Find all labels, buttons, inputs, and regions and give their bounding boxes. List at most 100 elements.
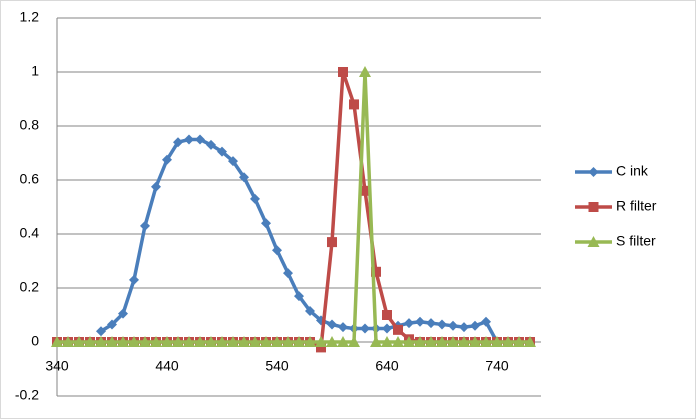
x-tick-label: 340 xyxy=(45,358,69,374)
marker xyxy=(513,336,525,347)
marker xyxy=(448,320,458,331)
marker xyxy=(480,336,492,347)
y-tick-label: 0.6 xyxy=(20,171,40,187)
marker xyxy=(436,336,448,347)
marker xyxy=(338,322,348,333)
x-tick-label: 740 xyxy=(485,358,509,374)
y-tick-label: 0.2 xyxy=(20,279,40,295)
marker xyxy=(458,336,470,347)
marker xyxy=(283,268,293,279)
marker xyxy=(227,336,239,347)
marker xyxy=(349,99,359,110)
series xyxy=(51,66,536,347)
marker xyxy=(459,322,469,333)
y-tick-label: 1 xyxy=(31,63,39,79)
marker xyxy=(129,274,139,285)
marker xyxy=(360,323,370,334)
marker xyxy=(481,316,491,327)
marker xyxy=(524,336,536,347)
legend-entry: C ink xyxy=(575,163,649,179)
marker xyxy=(95,336,107,347)
marker xyxy=(206,139,216,150)
y-tick-label: 0.8 xyxy=(20,117,40,133)
marker xyxy=(382,323,392,334)
marker xyxy=(326,336,338,347)
marker xyxy=(315,336,327,347)
marker xyxy=(337,336,349,347)
marker xyxy=(250,193,260,204)
x-tick-label: 540 xyxy=(265,358,289,374)
marker xyxy=(415,316,425,327)
marker xyxy=(128,336,140,347)
marker xyxy=(425,336,437,347)
marker xyxy=(470,320,480,331)
marker xyxy=(348,336,360,347)
marker xyxy=(118,308,128,319)
marker xyxy=(371,266,381,277)
marker xyxy=(183,336,195,347)
marker xyxy=(327,319,337,330)
legend-entry: S filter xyxy=(575,233,656,249)
marker xyxy=(173,137,183,148)
marker xyxy=(194,336,206,347)
marker xyxy=(282,336,294,347)
marker xyxy=(338,67,348,77)
marker xyxy=(304,336,316,347)
marker xyxy=(161,336,173,347)
marker xyxy=(271,336,283,347)
marker xyxy=(294,291,304,302)
marker xyxy=(162,154,172,165)
marker xyxy=(107,319,117,330)
marker xyxy=(491,336,503,347)
marker xyxy=(469,336,481,347)
marker xyxy=(426,318,436,329)
marker xyxy=(205,336,217,347)
marker xyxy=(106,336,118,347)
marker xyxy=(360,185,370,196)
marker xyxy=(140,220,150,231)
marker xyxy=(73,336,85,347)
legend-entry: R filter xyxy=(575,198,657,214)
legend-label: C ink xyxy=(616,163,649,179)
marker xyxy=(238,336,250,347)
x-tick-label: 440 xyxy=(155,358,179,374)
marker xyxy=(150,336,162,347)
marker xyxy=(316,342,326,353)
marker xyxy=(184,134,194,145)
marker xyxy=(403,336,415,347)
marker xyxy=(260,336,272,347)
marker xyxy=(404,318,414,329)
marker xyxy=(117,336,129,347)
marker xyxy=(393,324,403,335)
legend-label: S filter xyxy=(616,233,656,249)
marker xyxy=(382,310,392,320)
series xyxy=(96,134,502,347)
marker xyxy=(84,336,96,347)
marker xyxy=(447,336,459,347)
marker xyxy=(228,156,238,167)
marker xyxy=(437,319,447,330)
y-tick-label: 0.4 xyxy=(20,225,40,241)
marker xyxy=(261,218,271,229)
marker xyxy=(195,134,205,145)
marker xyxy=(502,336,514,347)
legend-label: R filter xyxy=(616,198,657,214)
marker xyxy=(239,172,249,183)
marker xyxy=(62,336,74,347)
marker xyxy=(414,336,426,347)
marker xyxy=(172,336,184,347)
marker xyxy=(588,167,599,177)
marker xyxy=(587,236,600,247)
marker xyxy=(327,237,337,248)
marker xyxy=(151,181,161,192)
marker xyxy=(216,336,228,347)
marker xyxy=(96,326,106,337)
marker xyxy=(272,245,282,256)
marker xyxy=(588,202,599,212)
marker xyxy=(381,336,393,347)
y-tick-label: 0 xyxy=(31,333,39,349)
marker xyxy=(305,305,315,316)
marker xyxy=(392,336,404,347)
